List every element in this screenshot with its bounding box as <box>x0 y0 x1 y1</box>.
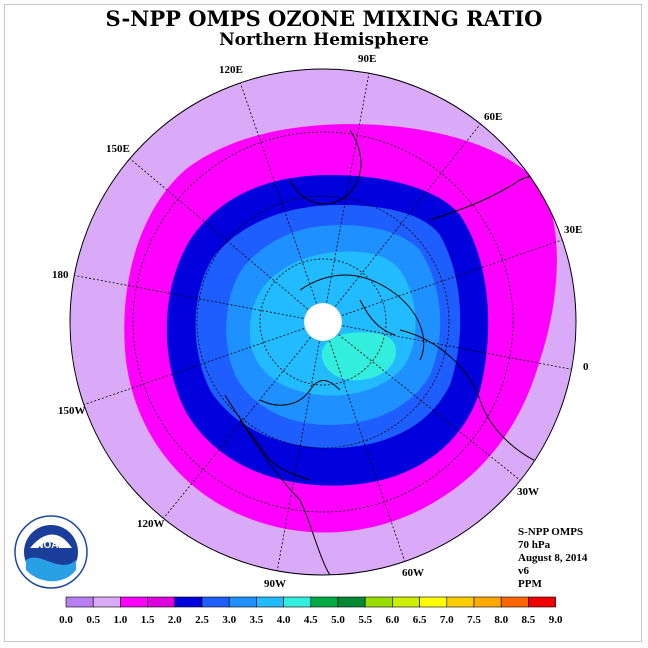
lon-label-120e: 120E <box>219 64 243 76</box>
lon-label-120w: 120W <box>137 518 165 530</box>
colorbar-tick-label: 2.0 <box>168 614 182 626</box>
lon-label-90w: 90W <box>264 578 286 590</box>
info-instrument: S-NPP OMPS <box>518 526 584 538</box>
colorbar-tick-label: 5.0 <box>331 614 345 626</box>
colorbar-box-2 <box>120 596 148 608</box>
colorbar-tick-label: 4.5 <box>304 614 318 626</box>
meridian-grid <box>71 72 576 573</box>
coastlines <box>224 129 571 575</box>
lon-label-0: 0 <box>583 361 589 373</box>
colorbar-tick-label: 8.5 <box>522 614 536 626</box>
colorbar-tick-label: 7.0 <box>440 614 454 626</box>
colorbar-box-0 <box>65 596 94 608</box>
colorbar-tick-label: 0.0 <box>59 614 73 626</box>
info-date: August 8, 2014 <box>518 552 588 564</box>
colorbar-box-15 <box>473 596 502 608</box>
lon-label-180: 180 <box>52 269 69 281</box>
info-level: 70 hPa <box>518 539 551 551</box>
colorbar-box-3 <box>147 596 176 608</box>
map-subtitle: Northern Hemisphere <box>219 30 429 50</box>
colorbar-tick-label: 1.0 <box>114 614 128 626</box>
colorbar-tick-label: 7.5 <box>467 614 481 626</box>
lon-label-150w: 150W <box>58 405 86 417</box>
colorbar-box-9 <box>310 596 339 608</box>
map-boundary <box>69 68 577 576</box>
colorbar-tick-label: 6.5 <box>413 614 427 626</box>
map-frame <box>4 4 642 642</box>
lon-label-30w: 30W <box>517 486 539 498</box>
colorbar-box-16 <box>500 596 529 608</box>
color-scale-bar: 0.0 0.5 1.0 1.5 2.0 2.5 3.0 3.5 4.0 4.5 5.0 5.5 6.0 6… <box>59 596 563 626</box>
colorbar-tick-label: 3.5 <box>250 614 264 626</box>
colorbar-box-8 <box>283 596 312 608</box>
colorbar-tick-label: 0.5 <box>86 614 100 626</box>
colorbar-tick-label: 2.5 <box>195 614 209 626</box>
colorbar-tick-label: 1.5 <box>141 614 155 626</box>
colorbar-tick-label: 9.0 <box>549 614 563 626</box>
colorbar-box-10 <box>337 596 366 608</box>
lon-label-90e: 90E <box>358 53 376 65</box>
colorbar-tick-label: 6.0 <box>386 614 400 626</box>
colorbar-box-17 <box>528 596 556 608</box>
ozone-band-3-5 <box>321 332 396 381</box>
latitude-grid <box>132 131 514 513</box>
info-version: v6 <box>518 565 529 577</box>
info-block: S-NPP OMPS 70 hPa August 8, 2014 v6 PPM <box>518 526 587 591</box>
colorbar-box-4 <box>174 596 203 608</box>
lon-label-30e: 30E <box>564 224 582 236</box>
colorbar-tick-label: 5.5 <box>358 614 372 626</box>
lon-label-60e: 60E <box>484 111 502 123</box>
map-title: S-NPP OMPS OZONE MIXING RATIO <box>105 6 543 31</box>
colorbar-box-1 <box>92 596 121 608</box>
colorbar-box-6 <box>228 596 257 608</box>
colorbar-box-11 <box>364 596 393 608</box>
lon-label-150e: 150E <box>106 143 130 155</box>
colorbar-tick-label: 8.0 <box>494 614 508 626</box>
colorbar-box-7 <box>256 596 284 608</box>
colorbar-box-5 <box>201 596 230 608</box>
colorbar-tick-label: 3.0 <box>222 614 236 626</box>
colorbar-box-14 <box>446 596 475 608</box>
colorbar-box-13 <box>419 596 448 608</box>
colorbar-tick-label: 4.0 <box>277 614 291 626</box>
noaa-logo: NOAA <box>14 515 88 589</box>
pole-no-data <box>303 302 343 342</box>
lon-label-60w: 60W <box>402 567 424 579</box>
noaa-logo-text: NOAA <box>36 540 65 551</box>
info-units: PPM <box>518 578 542 590</box>
colorbar-box-12 <box>392 596 420 608</box>
